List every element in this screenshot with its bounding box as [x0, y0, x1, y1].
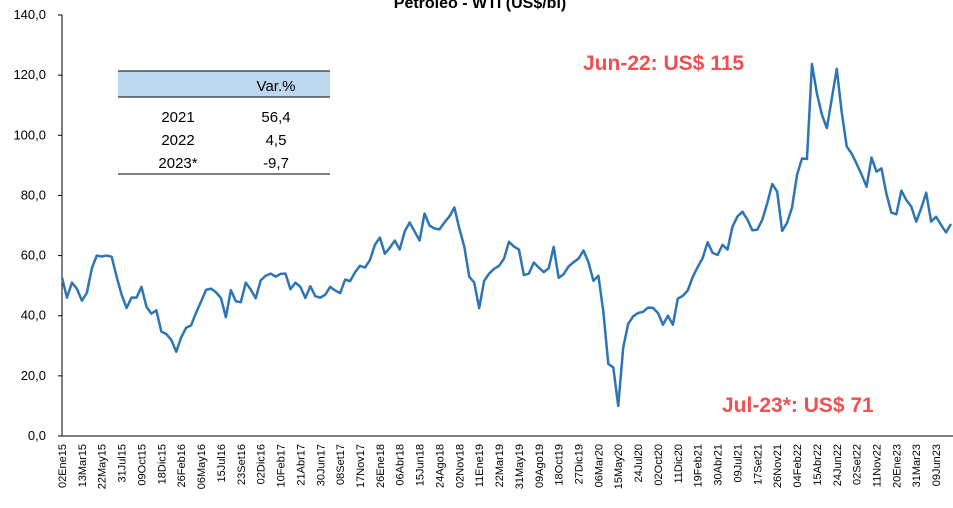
annotation: Jun-22: US$ 115 — [583, 52, 744, 75]
y-tick-label: 40,0 — [21, 308, 46, 323]
x-tick-label: 06May16 — [196, 444, 208, 489]
x-tick-label: 04Feb22 — [792, 444, 804, 487]
x-tick-label: 15Jun18 — [415, 444, 427, 486]
price-line — [60, 62, 953, 408]
x-tick-label: 08Set17 — [335, 444, 347, 485]
x-tick-label: 26Nov21 — [772, 444, 784, 488]
x-tick-label: 31Jul15 — [117, 444, 129, 483]
x-tick-label: 31May19 — [514, 444, 526, 489]
x-tick-label: 06Mar20 — [593, 444, 605, 487]
table-header-bg — [118, 71, 330, 97]
annotation: Jul-23*: US$ 71 — [722, 394, 874, 417]
y-tick-label: 60,0 — [21, 248, 46, 263]
x-tick-label: 24Jun22 — [832, 444, 844, 486]
table-cell: 2022 — [161, 132, 194, 149]
x-tick-label: 22May15 — [97, 444, 109, 489]
table-cell: 56,4 — [261, 109, 290, 126]
x-tick-label: 10Feb17 — [276, 444, 288, 487]
x-tick-label: 02Oct20 — [653, 444, 665, 486]
x-tick-label: 09Ago19 — [534, 444, 546, 488]
chart-title: Petróleo - WTI (US$/bl) — [394, 0, 566, 12]
x-tick-label: 26Feb16 — [176, 444, 188, 487]
x-tick-label: 11Nov22 — [872, 444, 884, 487]
table-cell: 2023* — [158, 155, 197, 172]
x-tick-label: 18Oct19 — [554, 444, 566, 486]
x-tick-label: 06Abr18 — [395, 444, 407, 486]
x-tick-label: 09Oct15 — [136, 444, 148, 486]
table-header: Var.% — [257, 78, 296, 95]
x-tick-label: 15Abr22 — [812, 444, 824, 486]
y-tick-label: 100,0 — [13, 127, 46, 142]
y-tick-label: 20,0 — [21, 368, 46, 383]
x-tick-label: 23Set16 — [236, 444, 248, 485]
x-tick-label: 17Set21 — [752, 444, 764, 485]
x-tick-label: 02Dic16 — [256, 444, 268, 484]
table-cell: -9,7 — [263, 155, 289, 172]
x-tick-label: 02Set22 — [852, 444, 864, 485]
x-tick-label: 13Mar15 — [77, 444, 89, 487]
x-tick-label: 17Nov17 — [355, 444, 367, 488]
x-tick-label: 02Nov18 — [454, 444, 466, 488]
x-tick-label: 21Abr17 — [295, 444, 307, 486]
x-tick-label: 30Jun17 — [315, 444, 327, 486]
y-tick-label: 140,0 — [13, 7, 46, 22]
x-tick-label: 09Jul21 — [732, 444, 744, 483]
x-tick-label: 24Ago18 — [434, 444, 446, 488]
x-tick-label: 11Dic20 — [673, 444, 685, 484]
x-tick-label: 11Ene19 — [474, 444, 486, 487]
x-tick-label: 20Ene23 — [891, 444, 903, 488]
y-tick-label: 120,0 — [13, 67, 46, 82]
x-tick-label: 19Feb21 — [693, 444, 705, 487]
y-tick-label: 0,0 — [28, 428, 46, 443]
x-tick-label: 27Dic19 — [574, 444, 586, 484]
x-tick-label: 31Mar23 — [911, 444, 923, 487]
table-cell: 4,5 — [266, 132, 287, 149]
x-tick-label: 30Abr21 — [713, 444, 725, 486]
x-tick-label: 15May20 — [613, 444, 625, 489]
y-tick-label: 80,0 — [21, 187, 46, 202]
table-cell: 2021 — [161, 109, 194, 126]
x-tick-label: 24Jul20 — [633, 444, 645, 483]
x-tick-label: 26Ene18 — [375, 444, 387, 488]
x-tick-label: 15Jul16 — [216, 444, 228, 483]
x-tick-label: 09Jun23 — [931, 444, 943, 486]
x-tick-label: 22Mar19 — [494, 444, 506, 487]
x-tick-label: 02Ene15 — [57, 444, 69, 488]
x-tick-label: 18Dic15 — [156, 444, 168, 484]
